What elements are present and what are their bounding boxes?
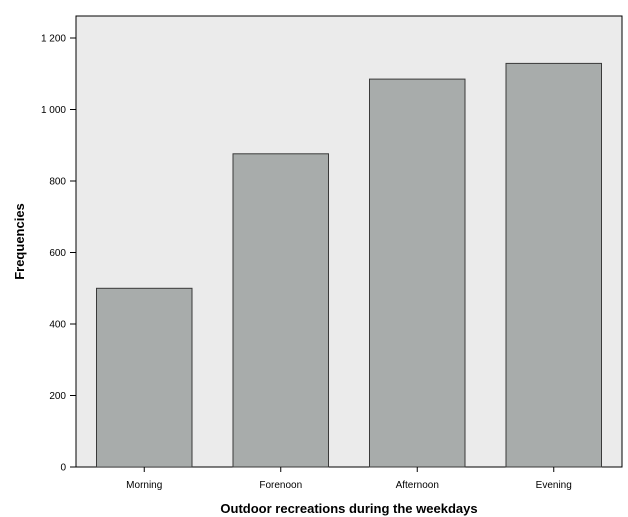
x-axis: Morning Forenoon Afternoon Evening	[126, 467, 572, 491]
y-tick-label: 1 000	[41, 105, 66, 116]
x-tick-label-afternoon: Afternoon	[396, 480, 439, 491]
x-axis-title: Outdoor recreations during the weekdays	[220, 501, 477, 516]
y-axis: 0 200 400 600 800 1 000 1 200	[41, 34, 76, 474]
bar-morning	[96, 287, 193, 468]
x-tick-label-evening: Evening	[536, 480, 572, 491]
x-tick-label-forenoon: Forenoon	[259, 480, 302, 491]
y-tick-label: 400	[49, 320, 66, 331]
bars-group	[96, 62, 602, 468]
y-tick-label: 200	[49, 391, 66, 402]
x-tick-label-morning: Morning	[126, 480, 162, 491]
bar-afternoon	[369, 78, 466, 468]
bar-evening	[505, 62, 602, 468]
y-tick-label: 800	[49, 177, 66, 188]
y-axis-title: Frequencies	[12, 203, 27, 280]
y-tick-label: 0	[60, 463, 66, 474]
bar-forenoon	[232, 153, 329, 468]
y-tick-label: 600	[49, 248, 66, 259]
y-tick-label: 1 200	[41, 34, 66, 45]
